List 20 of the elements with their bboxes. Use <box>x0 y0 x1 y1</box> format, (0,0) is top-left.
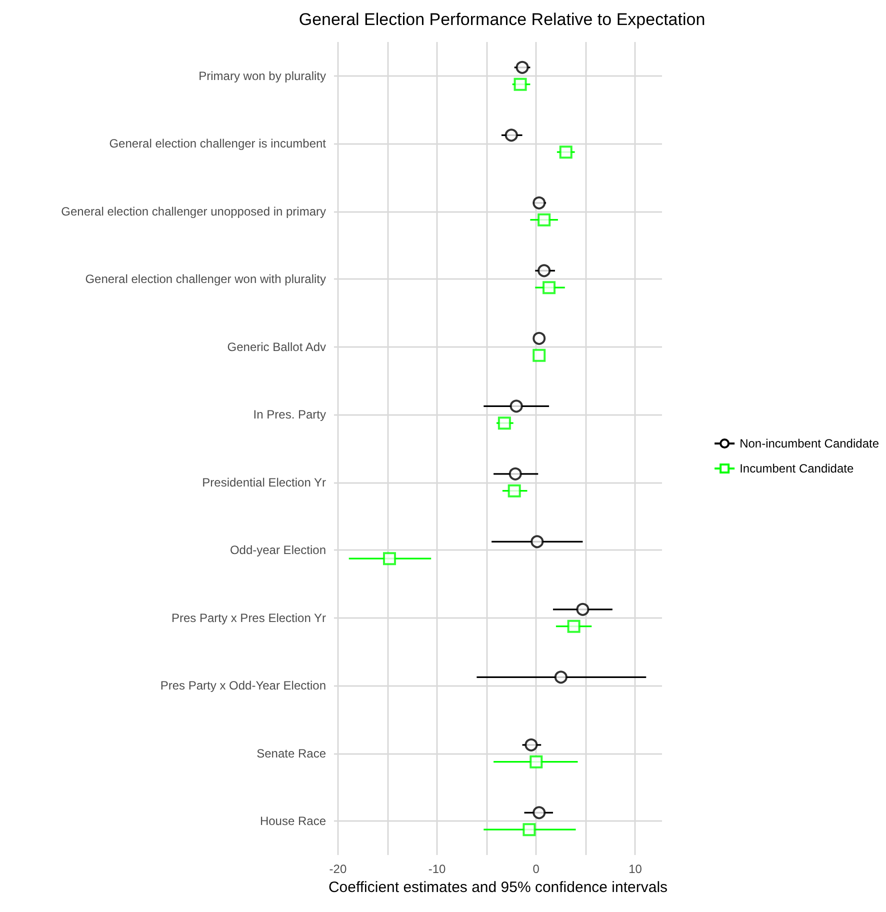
x-tick-label: 10 <box>628 862 642 876</box>
x-axis-title: Coefficient estimates and 95% confidence intervals <box>328 878 668 896</box>
y-tick-label: House Race <box>260 814 326 828</box>
x-tick-label: -10 <box>428 862 446 876</box>
y-tick-label: Odd-year Election <box>230 543 326 558</box>
legend-label: Incumbent Candidate <box>740 462 854 476</box>
y-tick-label: General election challenger won with plurality <box>85 272 326 286</box>
y-tick-label: General election challenger is incumbent <box>109 136 327 151</box>
y-tick-label: Presidential Election Yr <box>202 475 326 490</box>
y-tick-label: Primary won by plurality <box>198 68 326 83</box>
y-tick-label: General election challenger unopposed in primary <box>61 204 326 218</box>
x-tick-label: -20 <box>329 862 347 876</box>
chart-title: General Election Performance Relative to Expectation <box>298 10 706 29</box>
legend-label: Non-incumbent Candidate <box>740 436 880 450</box>
y-tick-label: In Pres. Party <box>253 408 326 422</box>
x-tick-label: 0 <box>532 862 540 876</box>
y-tick-label: Pres Party x Pres Election Yr <box>172 610 326 625</box>
y-tick-label: Pres Party x Odd-Year Election <box>160 678 326 693</box>
y-tick-label: Generic Ballot Adv <box>227 340 326 354</box>
y-tick-label: Senate Race <box>256 746 326 760</box>
